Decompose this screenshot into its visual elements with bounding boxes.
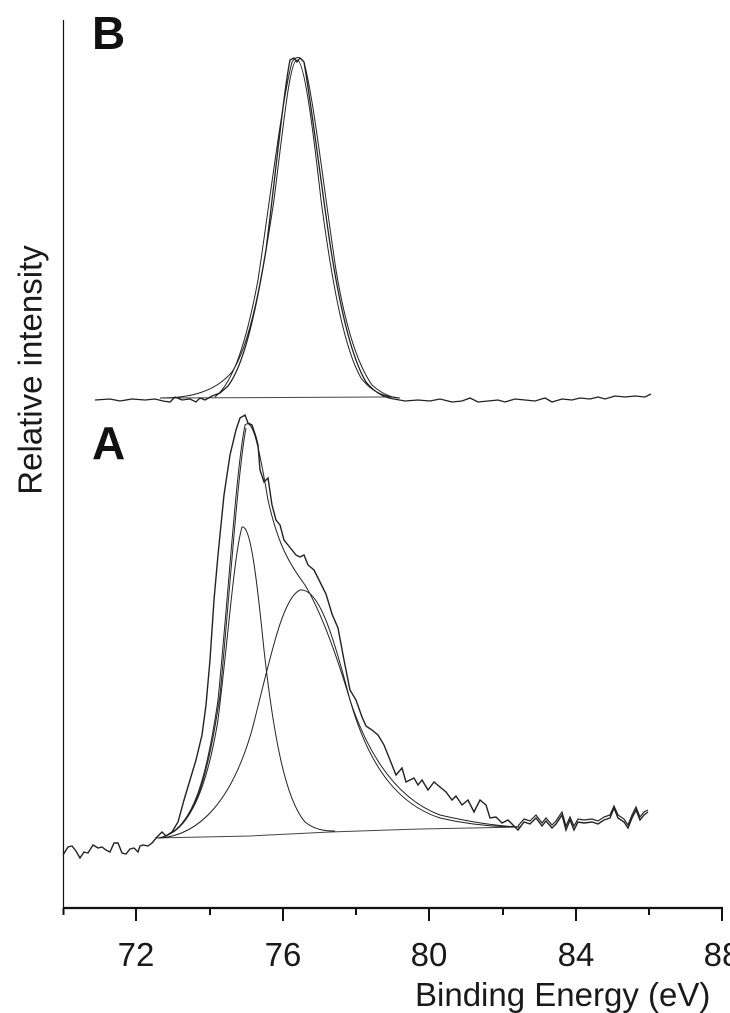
panel-label-b: B [92,7,126,59]
y-axis-title: Relative intensity [11,245,49,495]
panel-a-component-1 [157,526,336,839]
panel-b-spectrum [94,57,652,403]
panel-a-envelope-2 [164,427,247,837]
x-tick-label-84: 84 [557,936,595,973]
x-tick-label-88: 88 [703,936,730,973]
panel-b-background [159,396,396,399]
panel-b-curves [94,57,652,403]
panel-b-fit [159,59,401,399]
axes [62,20,723,921]
x-ticks [62,908,723,921]
x-tick-label-76: 76 [264,936,302,973]
x-axis-title: Binding Energy (eV) [415,976,711,1013]
x-tick-label-72: 72 [117,936,155,973]
panel-a-spectrum [62,413,649,860]
panel-a-background [154,826,521,839]
panel-a-curves [62,413,649,860]
panel-a-envelope [159,423,521,839]
panel-b-envelope [214,57,399,399]
panel-label-a: A [92,417,126,469]
x-tick-label-80: 80 [410,936,448,973]
panel-a-spectrum-2 [517,804,649,828]
panel-a-component-2 [159,589,521,839]
